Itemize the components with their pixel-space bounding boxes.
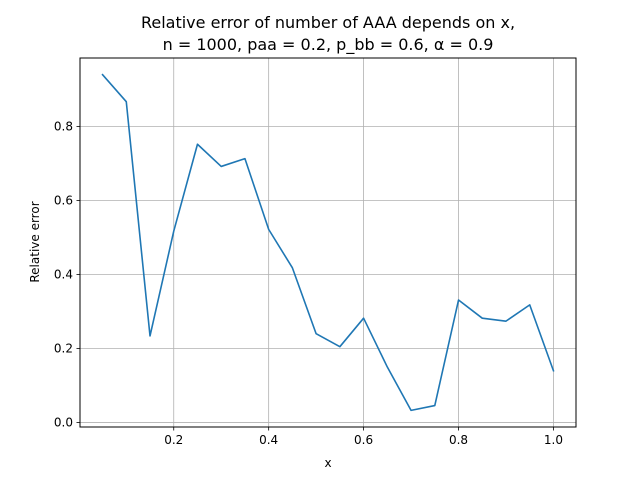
y-tick-label: 0.2 [54, 342, 73, 356]
y-tick-label: 0.6 [54, 193, 73, 207]
x-axis-label: x [324, 456, 331, 470]
x-tick-label: 0.2 [164, 433, 183, 447]
plot-area-frame [79, 57, 577, 428]
x-tick-label: 0.6 [354, 433, 373, 447]
series-line-0 [101, 73, 555, 412]
chart-title-line-1: Relative error of number of AAA depends … [141, 13, 515, 32]
chart-title-line-2: n = 1000, paa = 0.2, p_bb = 0.6, α = 0.9 [163, 35, 494, 55]
y-tick-label: 0.4 [54, 268, 73, 282]
axis-ticks: 0.2 0.4 0.6 0.8 1.0 0.0 0.2 0.4 0.6 0.8 [54, 119, 563, 447]
x-tick-label: 0.4 [259, 433, 278, 447]
x-tick-label: 0.8 [449, 433, 468, 447]
x-tick-label: 1.0 [544, 433, 563, 447]
data-series-layer [101, 73, 555, 412]
y-axis-label: Relative error [28, 201, 42, 282]
y-tick-label: 0.8 [54, 119, 73, 133]
y-tick-label: 0.0 [54, 416, 73, 430]
grid-lines [80, 58, 576, 427]
